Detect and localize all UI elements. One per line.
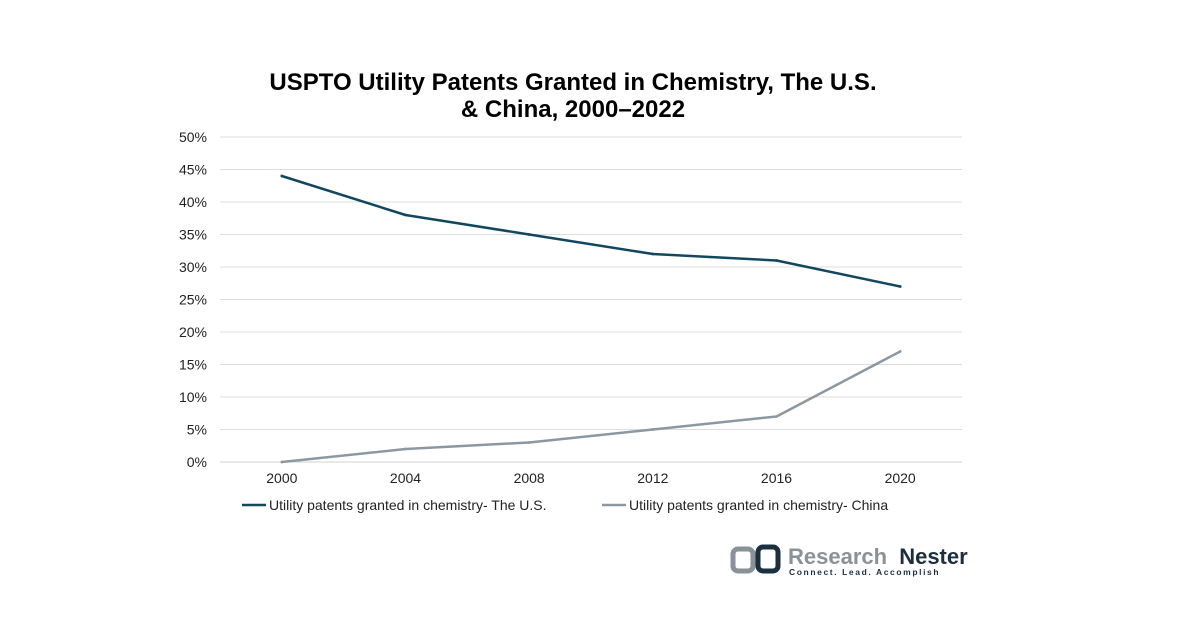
data-point (404, 447, 407, 451)
y-tick-label: 15% (179, 357, 207, 373)
y-tick-label: 0% (187, 454, 207, 470)
data-point (898, 350, 902, 353)
legend: Utility patents granted in chemistry- Th… (242, 497, 888, 513)
chart-title: USPTO Utility Patents Granted in Chemist… (269, 69, 876, 123)
research-nester-logo: Research Nester Connect. Lead. Accomplis… (730, 544, 968, 577)
data-point (651, 428, 655, 431)
x-tick-label: 2020 (885, 470, 916, 486)
y-axis: 0% 5% 10% 15% 20% 25% 30% 35% 40% 45% 50% (179, 129, 207, 470)
data-point (527, 441, 531, 444)
research-nester-logo-icon (730, 544, 781, 574)
series-line-0 (280, 174, 902, 288)
logo-word-nester: Nester (899, 544, 968, 569)
data-point (280, 174, 284, 178)
logo-tagline: Connect. Lead. Accomplish (789, 567, 940, 577)
y-tick-label: 40% (179, 194, 207, 210)
chart-title-line-1: USPTO Utility Patents Granted in Chemist… (269, 69, 876, 96)
data-point (775, 259, 778, 262)
legend-label: Utility patents granted in chemistry- Th… (269, 497, 547, 513)
y-tick-label: 25% (179, 292, 207, 308)
y-tick-label: 5% (187, 422, 207, 438)
chart-title-line-2: & China, 2000–2022 (461, 96, 685, 123)
data-point (775, 415, 778, 418)
x-tick-label: 2004 (390, 470, 421, 486)
data-point (404, 213, 407, 217)
y-tick-label: 30% (179, 259, 207, 275)
series-lines (280, 174, 902, 464)
data-point (527, 233, 531, 236)
x-tick-label: 2000 (266, 470, 297, 486)
logo-wordmark: Research Nester (788, 544, 968, 569)
series-line-1 (280, 350, 902, 464)
gridlines (220, 136, 962, 463)
x-tick-label: 2016 (761, 470, 792, 486)
legend-label: Utility patents granted in chemistry- Ch… (629, 497, 888, 513)
data-point (898, 285, 902, 288)
x-axis: 2000 2004 2008 2012 2016 2020 (266, 470, 916, 486)
y-tick-label: 35% (179, 227, 207, 243)
y-tick-label: 50% (179, 129, 207, 145)
y-tick-label: 20% (179, 324, 207, 340)
data-point (651, 252, 655, 256)
logo-word-research: Research (788, 544, 887, 569)
x-tick-label: 2012 (637, 470, 668, 486)
logo-icon-right-bracket (755, 544, 781, 574)
y-tick-label: 45% (179, 162, 207, 178)
logo-icon-left-bracket (730, 546, 756, 574)
x-tick-label: 2008 (514, 470, 545, 486)
y-tick-label: 10% (179, 389, 207, 405)
data-point (280, 460, 284, 464)
